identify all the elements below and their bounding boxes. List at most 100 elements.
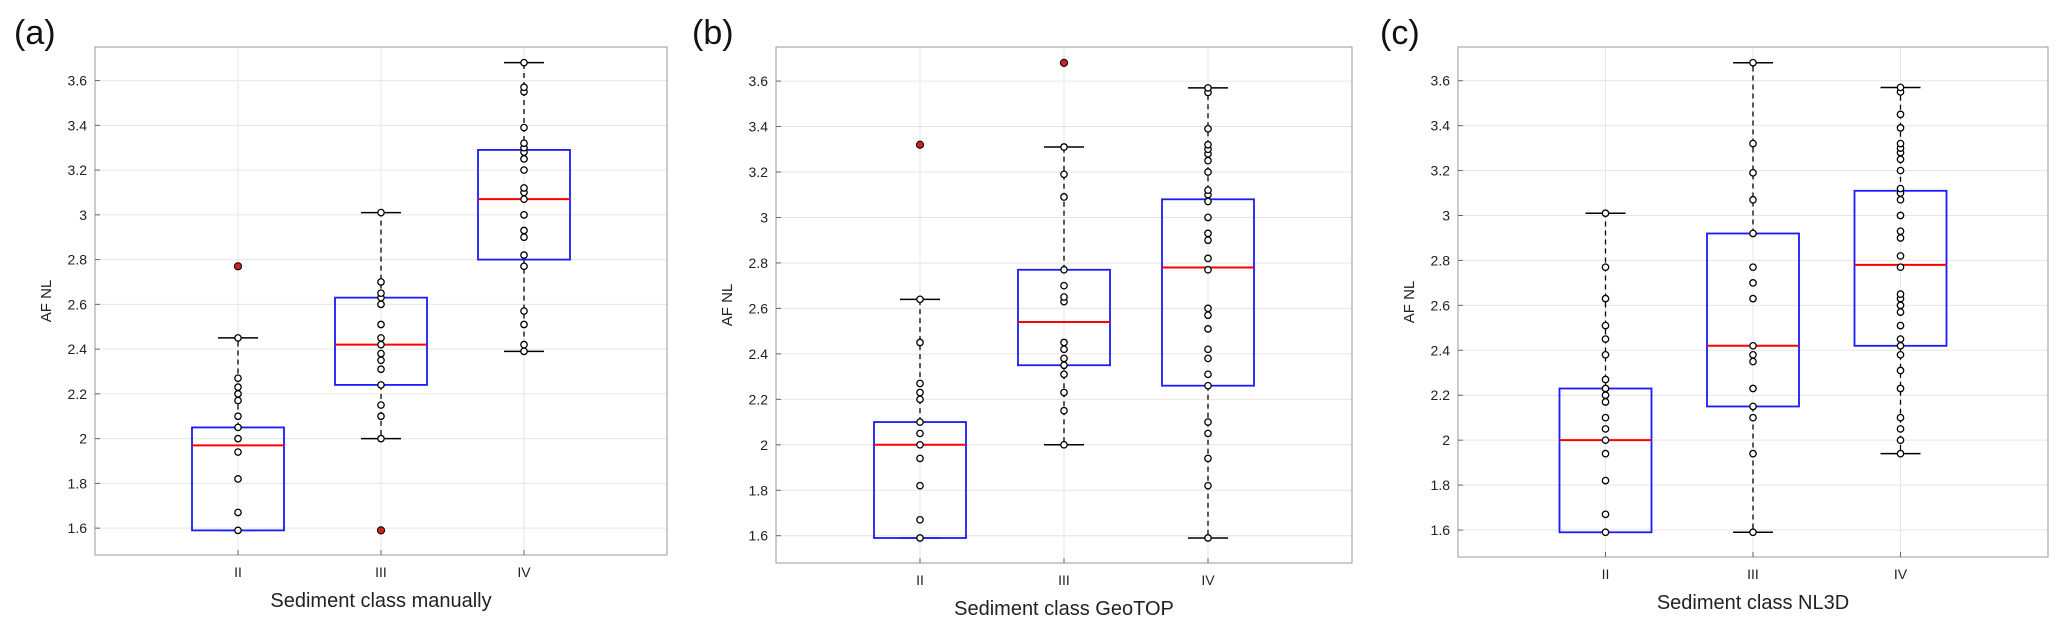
data-point bbox=[916, 481, 924, 490]
data-point bbox=[1896, 184, 1905, 193]
box-III bbox=[1706, 58, 1800, 537]
y-tick-label: 1.8 bbox=[749, 482, 769, 498]
data-point bbox=[916, 388, 924, 397]
data-point bbox=[377, 278, 385, 286]
x-tick-label: II bbox=[916, 572, 924, 588]
data-point bbox=[1896, 227, 1905, 236]
data-point bbox=[520, 320, 528, 329]
panel-a: (a)1.61.822.22.42.62.833.23.43.6II III IVS… bbox=[14, 14, 668, 612]
box-II bbox=[873, 140, 967, 542]
y-axis-label: AF NL bbox=[38, 280, 55, 323]
data-point bbox=[1601, 209, 1610, 218]
data-point bbox=[1204, 304, 1212, 313]
data-point bbox=[234, 334, 242, 342]
data-point bbox=[1749, 384, 1757, 393]
data-point bbox=[1204, 168, 1212, 176]
data-point bbox=[234, 475, 242, 483]
data-point bbox=[1060, 388, 1068, 397]
data-point bbox=[234, 508, 242, 517]
y-tick-label: 2 bbox=[760, 437, 768, 453]
data-point bbox=[1204, 534, 1212, 542]
data-point bbox=[916, 515, 924, 524]
data-point bbox=[234, 448, 242, 456]
data-point bbox=[916, 418, 924, 426]
data-point bbox=[1204, 345, 1212, 354]
data-point bbox=[377, 208, 385, 217]
data-point bbox=[1204, 254, 1212, 263]
data-point bbox=[1896, 252, 1905, 260]
data-point bbox=[1204, 381, 1212, 390]
data-point bbox=[1749, 195, 1757, 204]
data-point bbox=[1601, 294, 1610, 303]
data-point bbox=[1896, 211, 1905, 220]
data-point bbox=[1601, 436, 1610, 445]
y-tick-label: 1.6 bbox=[1431, 522, 1451, 538]
outlier-point bbox=[376, 526, 386, 535]
data-point bbox=[916, 379, 924, 388]
y-tick-label: 2.6 bbox=[68, 296, 88, 312]
data-point bbox=[1204, 454, 1212, 463]
y-tick-label: 2 bbox=[1442, 432, 1450, 448]
data-point bbox=[234, 390, 242, 398]
y-tick-label: 2 bbox=[79, 431, 87, 447]
data-point bbox=[520, 262, 528, 271]
outlier-point bbox=[1059, 58, 1069, 68]
box-IV bbox=[477, 58, 571, 356]
data-point bbox=[377, 320, 385, 329]
data-point bbox=[1601, 375, 1610, 384]
data-point bbox=[1060, 265, 1068, 274]
data-point bbox=[1896, 234, 1905, 242]
data-point bbox=[520, 139, 528, 148]
data-point bbox=[916, 454, 924, 463]
data-point bbox=[1601, 391, 1610, 400]
box-II bbox=[191, 262, 285, 535]
data-point bbox=[1896, 413, 1905, 422]
x-axis-label: Sediment class NL3D bbox=[1657, 592, 1849, 614]
x-tick-label: IV bbox=[1201, 572, 1215, 588]
data-point bbox=[234, 374, 242, 383]
box-III bbox=[1017, 58, 1111, 449]
y-tick-label: 2.4 bbox=[749, 346, 769, 362]
panel-b: (b)1.61.822.22.42.62.833.23.43.6II III IVS… bbox=[692, 14, 1353, 620]
data-point bbox=[520, 123, 528, 132]
data-point bbox=[377, 356, 385, 365]
panel-label: (c) bbox=[1380, 14, 1420, 52]
data-point bbox=[1896, 110, 1905, 119]
data-point bbox=[1896, 83, 1905, 92]
data-point bbox=[916, 295, 924, 304]
data-point bbox=[1601, 263, 1610, 272]
data-point bbox=[520, 166, 528, 174]
x-tick-label: II bbox=[234, 564, 242, 580]
y-axis-label: AF NL bbox=[719, 284, 736, 327]
y-tick-label: 3.2 bbox=[68, 162, 88, 178]
data-point bbox=[520, 347, 528, 356]
data-point bbox=[1060, 370, 1068, 379]
data-point bbox=[1060, 354, 1068, 363]
data-point bbox=[1749, 350, 1757, 359]
y-tick-label: 3 bbox=[760, 209, 768, 225]
data-point bbox=[377, 334, 385, 342]
data-point bbox=[1060, 281, 1068, 290]
data-point bbox=[1204, 418, 1212, 426]
data-point bbox=[377, 340, 385, 349]
data-point bbox=[1896, 321, 1905, 330]
data-point bbox=[1204, 140, 1212, 149]
data-point bbox=[916, 440, 924, 449]
x-tick-label: IV bbox=[517, 564, 531, 580]
y-tick-label: 2.6 bbox=[1431, 297, 1451, 313]
data-point bbox=[377, 289, 385, 298]
data-point bbox=[520, 83, 528, 92]
data-point bbox=[1204, 229, 1212, 238]
data-point bbox=[1601, 335, 1610, 343]
y-tick-label: 2.2 bbox=[1431, 387, 1451, 403]
panel-c: (c)1.61.822.22.42.62.833.23.43.6II III IVS… bbox=[1380, 14, 2049, 614]
x-axis-label: Sediment class GeoTOP bbox=[954, 598, 1174, 620]
data-point bbox=[377, 412, 385, 421]
data-point bbox=[1749, 58, 1757, 67]
x-axis-label: Sediment class manually bbox=[270, 590, 491, 612]
data-point bbox=[1896, 449, 1905, 458]
y-tick-label: 3 bbox=[1442, 208, 1450, 224]
data-point bbox=[1204, 354, 1212, 363]
data-point bbox=[520, 155, 528, 163]
data-point bbox=[1204, 213, 1212, 222]
